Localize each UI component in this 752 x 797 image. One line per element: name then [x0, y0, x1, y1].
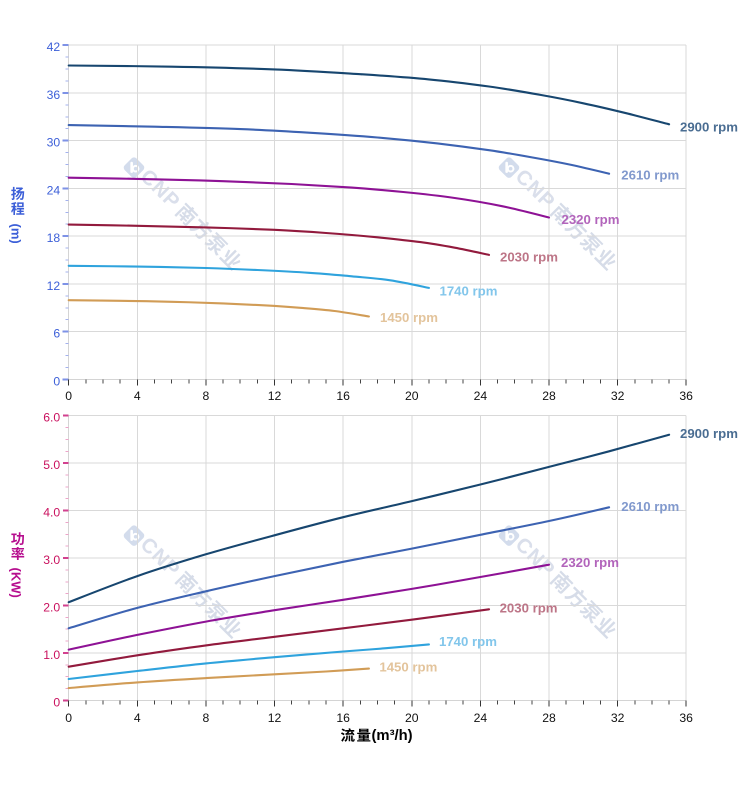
svg-text:2030 rpm: 2030 rpm — [500, 600, 558, 615]
svg-text:8: 8 — [203, 711, 210, 725]
svg-text:3.0: 3.0 — [43, 553, 60, 567]
svg-text:0: 0 — [65, 711, 72, 725]
svg-text:32: 32 — [611, 389, 625, 403]
svg-text:12: 12 — [268, 711, 282, 725]
svg-text:24: 24 — [474, 389, 488, 403]
svg-text:0: 0 — [65, 389, 72, 403]
svg-text:36: 36 — [679, 389, 693, 403]
svg-text:12: 12 — [47, 279, 61, 293]
svg-text:4: 4 — [134, 711, 141, 725]
svg-text:24: 24 — [474, 711, 488, 725]
svg-text:42: 42 — [47, 40, 61, 54]
svg-text:20: 20 — [405, 711, 419, 725]
svg-text:2610 rpm: 2610 rpm — [621, 167, 679, 182]
svg-text:24: 24 — [47, 183, 61, 197]
svg-text:4.0: 4.0 — [43, 506, 60, 520]
svg-text:0: 0 — [53, 374, 60, 388]
svg-text:4: 4 — [134, 389, 141, 403]
svg-text:2900 rpm: 2900 rpm — [680, 120, 738, 135]
svg-text:2320 rpm: 2320 rpm — [561, 555, 619, 570]
svg-text:18: 18 — [47, 231, 61, 245]
svg-text:2030 rpm: 2030 rpm — [500, 249, 558, 264]
svg-text:1740 rpm: 1740 rpm — [440, 283, 498, 298]
svg-text:1450 rpm: 1450 rpm — [380, 310, 438, 325]
svg-text:0: 0 — [53, 695, 60, 709]
svg-text:20: 20 — [405, 389, 419, 403]
svg-text:1740 rpm: 1740 rpm — [439, 634, 497, 649]
svg-text:5.0: 5.0 — [43, 458, 60, 472]
svg-text:12: 12 — [268, 389, 282, 403]
svg-text:32: 32 — [611, 711, 625, 725]
svg-text:(m³/h): (m³/h) — [372, 728, 413, 744]
svg-text:36: 36 — [47, 88, 61, 102]
svg-text:1450 rpm: 1450 rpm — [379, 660, 437, 675]
svg-text:36: 36 — [679, 711, 693, 725]
svg-text:2900 rpm: 2900 rpm — [680, 426, 738, 441]
svg-text:2610 rpm: 2610 rpm — [621, 499, 679, 514]
svg-text:16: 16 — [336, 711, 350, 725]
svg-text:6.0: 6.0 — [43, 411, 60, 425]
svg-text:28: 28 — [542, 389, 556, 403]
svg-text:8: 8 — [203, 389, 210, 403]
svg-text:30: 30 — [47, 136, 61, 150]
svg-text:28: 28 — [542, 711, 556, 725]
svg-text:2320 rpm: 2320 rpm — [562, 212, 620, 227]
svg-text:2.0: 2.0 — [43, 601, 60, 615]
svg-text:(m): (m) — [8, 224, 23, 244]
svg-text:6: 6 — [53, 327, 60, 341]
svg-text:1.0: 1.0 — [43, 648, 60, 662]
svg-text:(KW): (KW) — [8, 568, 23, 598]
svg-text:16: 16 — [336, 389, 350, 403]
